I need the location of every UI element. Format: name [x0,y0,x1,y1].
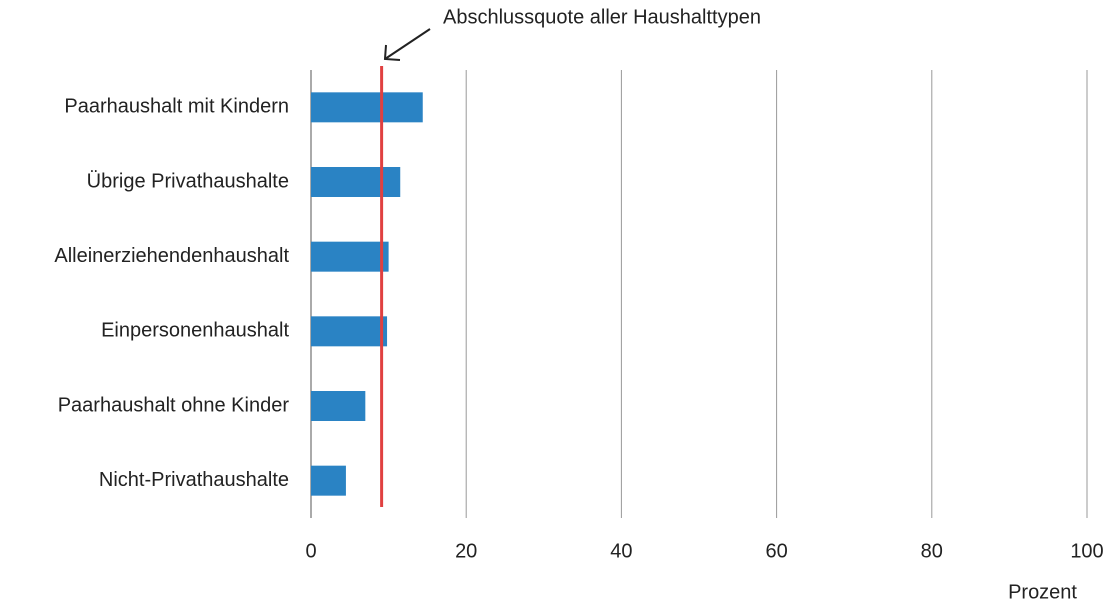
x-tick-label: 40 [610,540,632,562]
annotation-arrow [383,28,431,61]
x-tick-label: 80 [921,540,943,562]
x-axis-label: Prozent [1008,581,1077,603]
x-tick-label: 0 [305,540,316,562]
bar [311,465,346,496]
x-tick-label: 100 [1070,540,1103,562]
bar [311,241,389,272]
bar [311,391,366,421]
bar [311,167,401,197]
y-tick-label: Übrige Privathaushalte [87,170,289,192]
y-tick-label: Alleinerziehendenhaushalt [54,245,289,267]
y-tick-label: Einpersonenhaushalt [101,320,289,342]
reference-annotation: Abschlussquote aller Haushalttypen [443,6,761,28]
x-tick-label: 60 [765,540,787,562]
x-tick-label: 20 [455,540,477,562]
y-tick-label: Paarhaushalt mit Kindern [64,96,289,118]
bar [311,316,388,347]
bar [311,92,423,123]
y-tick-label: Paarhaushalt ohne Kinder [58,394,290,416]
y-tick-label: Nicht-Privathaushalte [99,469,289,491]
